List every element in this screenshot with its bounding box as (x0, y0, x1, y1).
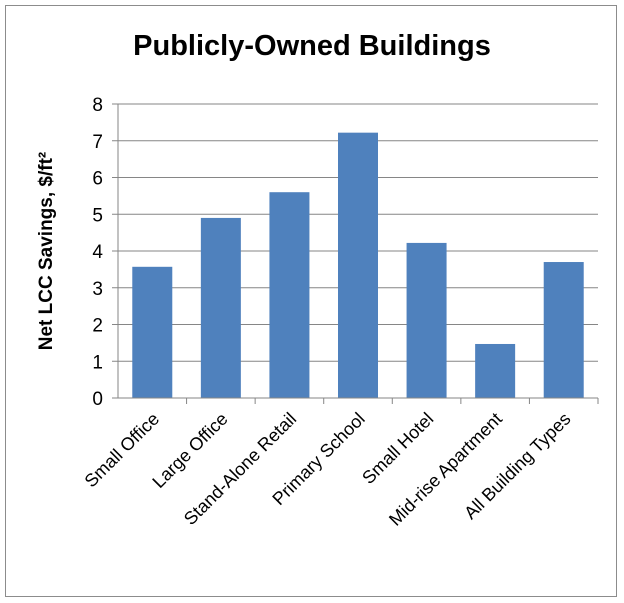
bar (269, 192, 310, 398)
bar (338, 132, 378, 399)
y-tick-label: 8 (92, 95, 103, 116)
x-tick-label: Mid-rise Apartment (385, 409, 506, 530)
y-tick-label: 5 (92, 205, 103, 226)
bar (543, 262, 584, 398)
y-tick-labels: 0 1 2 3 4 5 6 7 8 (92, 95, 103, 410)
x-tick-label: Stand-Alone Retail (180, 409, 300, 529)
y-tick-label: 3 (92, 279, 103, 300)
bar (406, 242, 447, 398)
y-axis-label: Net LCC Savings, $/ft² (36, 152, 57, 350)
y-tick-label: 0 (92, 389, 103, 410)
bar (200, 217, 241, 398)
chart-title: Publicly-Owned Buildings (133, 30, 491, 62)
bar (475, 343, 516, 398)
y-tick-label: 7 (92, 132, 103, 153)
y-tick-label: 6 (92, 169, 103, 190)
bar (132, 266, 173, 398)
y-tick-label: 2 (92, 316, 103, 337)
y-tick-label: 1 (92, 352, 103, 373)
axes (112, 103, 599, 404)
bars (132, 132, 584, 399)
y-tick-label: 4 (92, 242, 103, 263)
